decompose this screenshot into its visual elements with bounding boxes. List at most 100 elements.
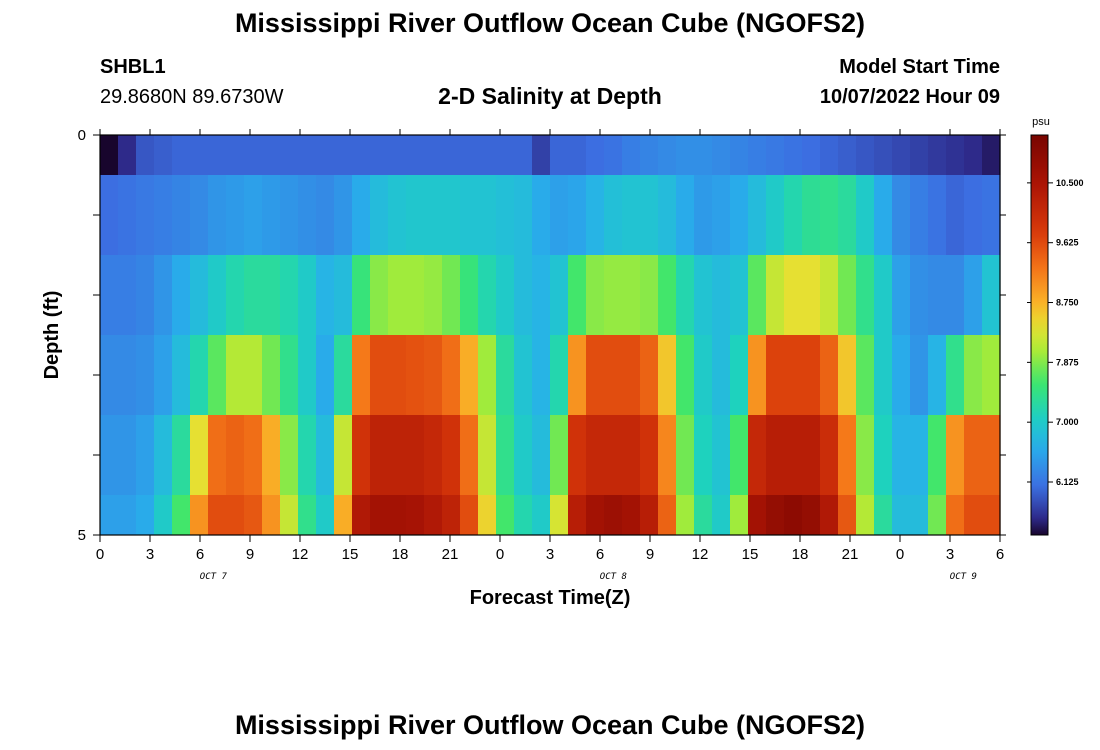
heatmap-cell xyxy=(424,135,443,175)
heatmap-cell xyxy=(442,135,461,175)
station-id: SHBL1 xyxy=(100,56,166,78)
x-tick-label: 3 xyxy=(146,546,154,563)
heatmap-cell xyxy=(514,175,533,255)
heatmap-cell xyxy=(658,415,677,495)
heatmap-cell xyxy=(928,335,947,415)
heatmap-cell xyxy=(640,335,659,415)
heatmap-cell xyxy=(424,415,443,495)
heatmap-cell xyxy=(172,415,191,495)
heatmap-cell xyxy=(748,135,767,175)
heatmap-cell xyxy=(802,335,821,415)
heatmap-cell xyxy=(244,175,263,255)
heatmap-cell xyxy=(550,175,569,255)
heatmap-cell xyxy=(280,175,299,255)
heatmap-cell xyxy=(280,495,299,535)
heatmap-cell xyxy=(910,175,929,255)
heatmap-cell xyxy=(982,175,1001,255)
heatmap-cell xyxy=(874,255,893,335)
heatmap-cell xyxy=(190,135,209,175)
heatmap-cell xyxy=(694,255,713,335)
heatmap-cell xyxy=(964,495,983,535)
heatmap-cell xyxy=(532,495,551,535)
heatmap-cell xyxy=(154,495,173,535)
y-tick-label: 5 xyxy=(78,527,86,544)
heatmap-cell xyxy=(370,135,389,175)
heatmap-cell xyxy=(676,495,695,535)
heatmap-cell xyxy=(442,175,461,255)
heatmap-cell xyxy=(424,335,443,415)
heatmap-cell xyxy=(334,415,353,495)
x-tick-label: 9 xyxy=(646,546,654,563)
heatmap-cell xyxy=(244,335,263,415)
heatmap-cell xyxy=(964,335,983,415)
heatmap-cell xyxy=(820,495,839,535)
x-tick-label: 6 xyxy=(996,546,1004,563)
heatmap-cell xyxy=(478,135,497,175)
heatmap-cell xyxy=(514,335,533,415)
x-tick-label: 6 xyxy=(196,546,204,563)
heatmap-cell xyxy=(496,175,515,255)
heatmap-cell xyxy=(406,255,425,335)
chart-title: Mississippi River Outflow Ocean Cube (NG… xyxy=(234,8,866,38)
heatmap-cell xyxy=(370,335,389,415)
x-tick-label: 15 xyxy=(342,546,359,563)
heatmap-cell xyxy=(730,255,749,335)
chart-subtitle: 2-D Salinity at Depth xyxy=(438,83,662,109)
heatmap-cell xyxy=(784,495,803,535)
heatmap-cell xyxy=(352,175,371,255)
heatmap-cell xyxy=(694,135,713,175)
heatmap-cell xyxy=(838,495,857,535)
colorbar-gradient xyxy=(1030,134,1049,536)
heatmap-cell xyxy=(478,415,497,495)
heatmap-cell xyxy=(892,175,911,255)
heatmap-cell xyxy=(784,175,803,255)
heatmap-cell xyxy=(136,175,155,255)
heatmap-cell xyxy=(694,415,713,495)
model-start-label: Model Start Time xyxy=(839,56,1000,78)
heatmap-cell xyxy=(802,495,821,535)
heatmap-cell xyxy=(712,335,731,415)
heatmap-cell xyxy=(802,415,821,495)
colorbar-tick-label: 7.875 xyxy=(1056,357,1079,367)
heatmap-cell xyxy=(352,135,371,175)
heatmap-cell xyxy=(226,175,245,255)
heatmap-cell xyxy=(388,255,407,335)
x-tick-label: 6 xyxy=(596,546,604,563)
heatmap-cell xyxy=(748,415,767,495)
heatmap-cell xyxy=(928,495,947,535)
heatmap-cell xyxy=(190,255,209,335)
heatmap-cell xyxy=(766,255,785,335)
heatmap-cell xyxy=(838,335,857,415)
heatmap-cell xyxy=(730,415,749,495)
heatmap-cell xyxy=(172,175,191,255)
heatmap-cell xyxy=(154,135,173,175)
x-axis-title: Forecast Time(Z) xyxy=(470,587,631,609)
heatmap-cell xyxy=(262,255,281,335)
heatmap-cell xyxy=(586,135,605,175)
heatmap-cell xyxy=(622,255,641,335)
heatmap-cell xyxy=(964,175,983,255)
heatmap-cell xyxy=(442,495,461,535)
heatmap-cell xyxy=(604,335,623,415)
heatmap-cell xyxy=(748,335,767,415)
heatmap-cell xyxy=(622,415,641,495)
heatmap-cell xyxy=(712,175,731,255)
heatmap-cell xyxy=(730,175,749,255)
heatmap-cell xyxy=(262,135,281,175)
heatmap-cell xyxy=(568,255,587,335)
x-tick-label: 18 xyxy=(792,546,809,563)
heatmap-cell xyxy=(856,415,875,495)
heatmap-cell xyxy=(892,255,911,335)
heatmap-cell xyxy=(604,415,623,495)
heatmap-cell xyxy=(586,495,605,535)
heatmap-cell xyxy=(982,135,1001,175)
heatmap-cell xyxy=(208,135,227,175)
heatmap-cell xyxy=(298,175,317,255)
colorbar-tick-label: 10.500 xyxy=(1056,178,1084,188)
heatmap-cell xyxy=(388,135,407,175)
heatmap-cell xyxy=(532,175,551,255)
heatmap-cell xyxy=(388,335,407,415)
heatmap-cell xyxy=(424,495,443,535)
heatmap-cell xyxy=(406,335,425,415)
heatmap-cell xyxy=(838,135,857,175)
